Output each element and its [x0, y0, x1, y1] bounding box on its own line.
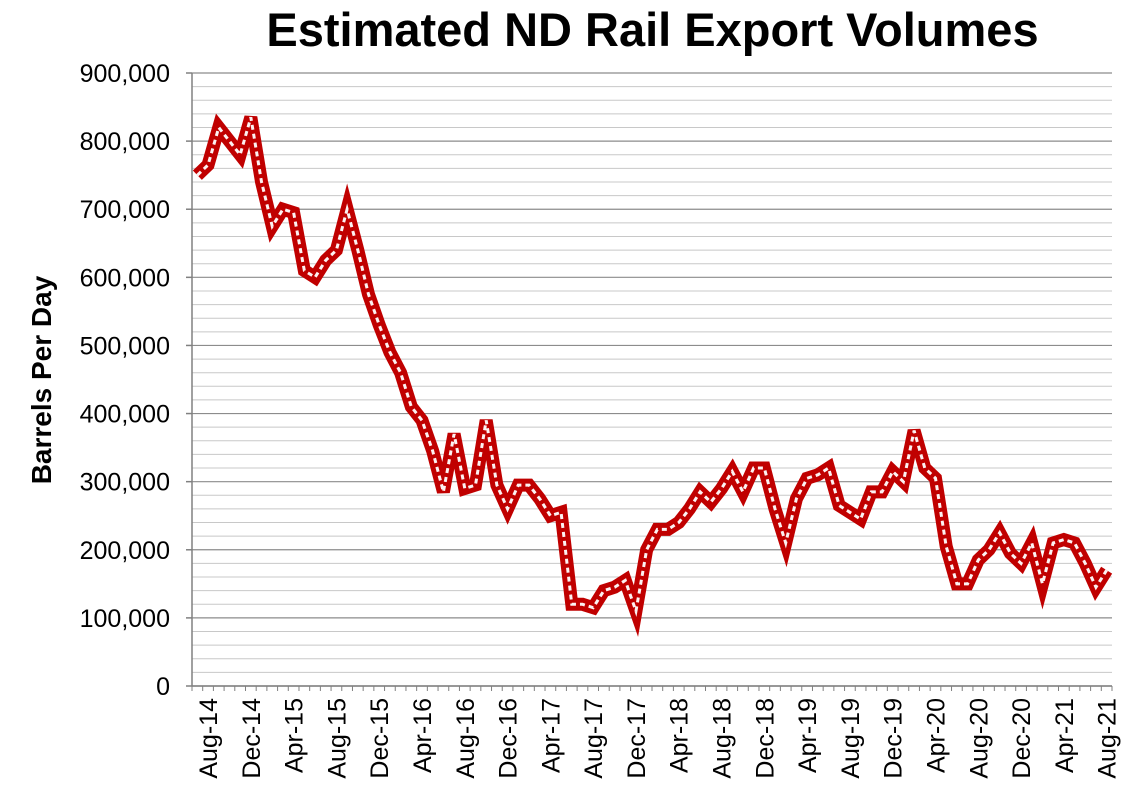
x-tick-label: Apr-21	[1051, 698, 1079, 773]
chart-title: Estimated ND Rail Export Volumes	[266, 3, 1039, 56]
x-tick-label: Aug-20	[965, 698, 993, 779]
x-tick-label: Aug-17	[580, 698, 608, 779]
x-tick-label: Apr-17	[537, 698, 565, 773]
y-tick-label: 200,000	[80, 537, 170, 565]
x-tick-label: Apr-20	[922, 698, 950, 773]
y-tick-label: 100,000	[80, 605, 170, 633]
axes	[186, 72, 1113, 691]
x-tick-label: Aug-14	[195, 698, 223, 779]
x-tick-label: Apr-15	[281, 698, 309, 773]
x-tick-label: Dec-16	[495, 698, 523, 779]
x-tick-label: Dec-14	[238, 698, 266, 779]
x-tick-label: Dec-18	[751, 698, 779, 779]
x-tick-label: Dec-20	[1008, 698, 1036, 779]
x-tick-label: Apr-19	[794, 698, 822, 773]
x-tick-label: Apr-16	[409, 698, 437, 773]
series-line-inner-0	[196, 116, 1108, 618]
y-tick-label: 700,000	[80, 196, 170, 224]
grid-lines	[192, 72, 1112, 687]
series-lines	[192, 113, 1113, 637]
x-tick-label: Dec-15	[366, 698, 394, 779]
y-tick-label: 500,000	[80, 332, 170, 360]
x-tick-labels: Aug-14 Dec-14 Apr-15 Aug-15 Dec-15 Apr-16 Aug-…	[195, 698, 1122, 779]
x-tick-label: Aug-21	[1094, 698, 1122, 779]
y-tick-label: 0	[156, 673, 170, 701]
y-tick-label: 400,000	[80, 401, 170, 429]
y-tick-label: 900,000	[80, 60, 170, 88]
y-tick-label: 800,000	[80, 128, 170, 156]
x-tick-label: Aug-18	[709, 698, 737, 779]
y-tick-label: 600,000	[80, 264, 170, 292]
y-tick-label: 300,000	[80, 469, 170, 497]
y-tick-labels: 0 100,000 200,000 300,000 400,000 500,000 600,…	[80, 60, 170, 701]
x-tick-label: Aug-15	[323, 698, 351, 779]
x-tick-label: Dec-17	[623, 698, 651, 779]
x-tick-label: Dec-19	[880, 698, 908, 779]
x-tick-label: Apr-18	[666, 698, 694, 773]
x-tick-label: Aug-16	[452, 698, 480, 779]
x-tick-label: Aug-19	[837, 698, 865, 779]
